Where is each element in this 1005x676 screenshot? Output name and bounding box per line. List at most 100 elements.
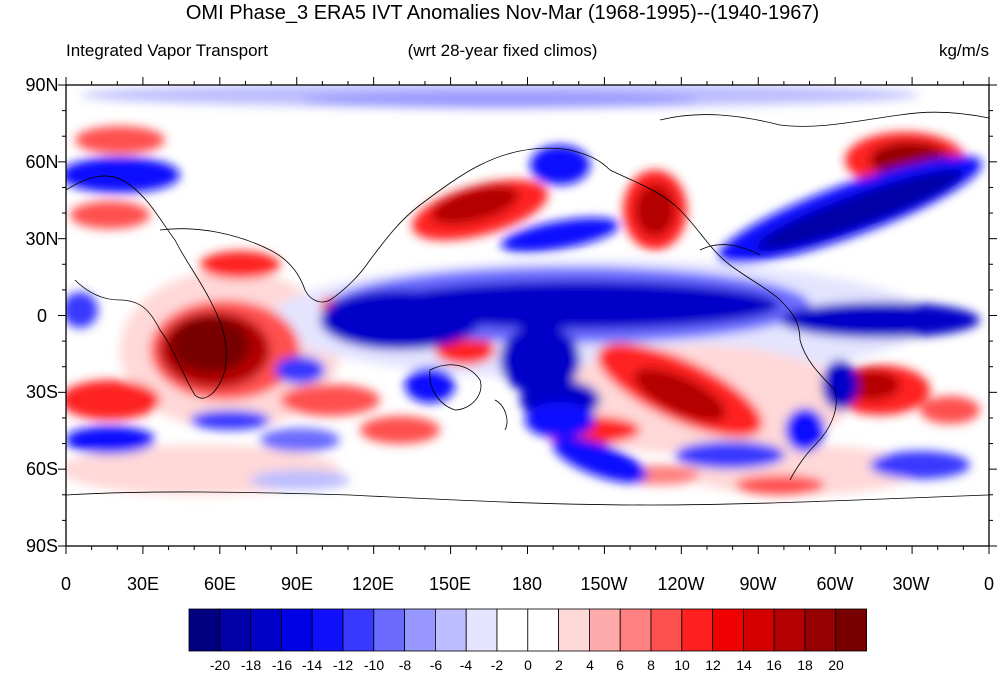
anomaly-region — [275, 356, 325, 384]
anomaly-region — [66, 380, 160, 420]
anomaly-region — [735, 475, 825, 495]
colorbar-label: 8 — [647, 657, 655, 673]
colorbar-label: 18 — [797, 657, 813, 673]
colorbar-label: -2 — [491, 657, 504, 673]
anomaly-region — [635, 184, 675, 236]
colorbar-swatch — [558, 608, 590, 652]
anomaly-region — [525, 402, 595, 438]
colorbar-swatch — [712, 608, 744, 652]
colorbar-swatch — [527, 608, 559, 652]
lat-axis-labels: 90N 60N 30N 0 30S 60S 90S — [25, 75, 58, 556]
lon-tick-label: 180 — [512, 574, 542, 594]
colorbar-label: -12 — [333, 657, 353, 673]
anomaly-region — [500, 325, 580, 395]
colorbar-swatch — [373, 608, 405, 652]
lon-tick-label: 30E — [127, 574, 159, 594]
anomaly-shading — [66, 85, 982, 495]
colorbar-swatch — [619, 608, 652, 652]
anomaly-region — [66, 426, 155, 454]
anomaly-region — [250, 470, 350, 490]
colorbar-swatch — [465, 608, 498, 652]
anomaly-region — [280, 384, 380, 416]
colorbar-swatch — [773, 608, 806, 652]
anomaly-region — [405, 367, 455, 403]
variable-label: Integrated Vapor Transport — [66, 41, 268, 60]
lon-tick-label: 60E — [204, 574, 236, 594]
colorbar-swatch — [250, 608, 282, 652]
colorbar-swatch — [804, 608, 837, 652]
anomaly-region — [70, 201, 150, 229]
colorbar-label: 4 — [586, 657, 594, 673]
anomaly-region — [756, 169, 964, 251]
colorbar-label: -20 — [210, 657, 230, 673]
colorbar-labels: -20 -18 -16 -14 -12 -10 -8 -6 -4 -2 0 2 … — [210, 657, 844, 673]
colorbar-label: -6 — [430, 657, 443, 673]
units-label: kg/m/s — [938, 41, 989, 60]
colorbar-label: 0 — [524, 657, 532, 673]
anomaly-region — [870, 451, 970, 479]
colorbar-swatch — [650, 608, 683, 652]
colorbar-label: -16 — [272, 657, 292, 673]
colorbar-swatch — [280, 608, 313, 652]
anomaly-region — [66, 292, 98, 328]
colorbar-swatch — [342, 608, 375, 652]
anomaly-region — [530, 145, 590, 185]
lon-tick-label: 60W — [816, 574, 853, 594]
colorbar-label: 6 — [616, 657, 624, 673]
anomaly-field — [66, 85, 989, 546]
anomaly-region — [260, 428, 340, 452]
lon-tick-label: 0 — [61, 574, 71, 594]
anomaly-region — [320, 290, 480, 350]
colorbar-swatch — [188, 608, 221, 652]
colorbar-label: 14 — [736, 657, 752, 673]
anomaly-region — [920, 396, 980, 424]
colorbar-label: -14 — [302, 657, 322, 673]
colorbar-swatch — [219, 608, 252, 652]
lon-tick-label: 90W — [739, 574, 776, 594]
lat-tick-label: 60N — [25, 152, 58, 172]
anomaly-region — [360, 416, 440, 444]
anomaly-region — [500, 217, 620, 253]
colorbar-swatch — [404, 608, 436, 652]
colorbar — [188, 608, 867, 652]
colorbar-swatch — [434, 608, 467, 652]
anomaly-region — [822, 360, 858, 410]
colorbar-swatch — [496, 608, 529, 652]
lon-tick-label: 150W — [580, 574, 627, 594]
anomaly-region — [675, 441, 785, 469]
colorbar-label: 20 — [828, 657, 844, 673]
colorbar-label: -10 — [364, 657, 384, 673]
climatology-note: (wrt 28-year fixed climos) — [407, 41, 598, 60]
colorbar-label: 16 — [766, 657, 782, 673]
anomaly-region — [380, 281, 780, 329]
plot-title: OMI Phase_3 ERA5 IVT Anomalies Nov-Mar (… — [185, 2, 820, 24]
anomaly-region — [431, 185, 519, 225]
anomaly-region — [634, 368, 726, 422]
lat-tick-label: 30S — [26, 382, 58, 402]
anomaly-region — [66, 157, 180, 193]
lon-axis-labels: 0 30E 60E 90E 120E 150E 180 150W 120W 90… — [61, 574, 994, 594]
colorbar-swatch — [311, 608, 344, 652]
anomaly-region — [190, 410, 270, 430]
lon-tick-label: 0 — [984, 574, 994, 594]
anomaly-region — [300, 92, 700, 108]
colorbar-label: -18 — [241, 657, 261, 673]
colorbar-swatch — [589, 608, 621, 652]
colorbar-label: 2 — [555, 657, 563, 673]
lon-tick-label: 30W — [892, 574, 929, 594]
colorbar-label: -8 — [399, 657, 412, 673]
lat-tick-label: 90N — [25, 75, 58, 95]
lon-tick-label: 150E — [429, 574, 471, 594]
lat-tick-label: 90S — [26, 536, 58, 556]
colorbar-swatch — [743, 608, 775, 652]
colorbar-swatch — [681, 608, 713, 652]
lat-tick-label: 60S — [26, 459, 58, 479]
lon-tick-label: 90E — [281, 574, 313, 594]
colorbar-label: -4 — [460, 657, 473, 673]
anomaly-region — [75, 126, 165, 154]
lat-tick-label: 30N — [25, 229, 58, 249]
anomaly-region — [780, 302, 980, 338]
lon-tick-label: 120W — [657, 574, 704, 594]
anomaly-region — [200, 251, 280, 279]
colorbar-label: 10 — [674, 657, 690, 673]
